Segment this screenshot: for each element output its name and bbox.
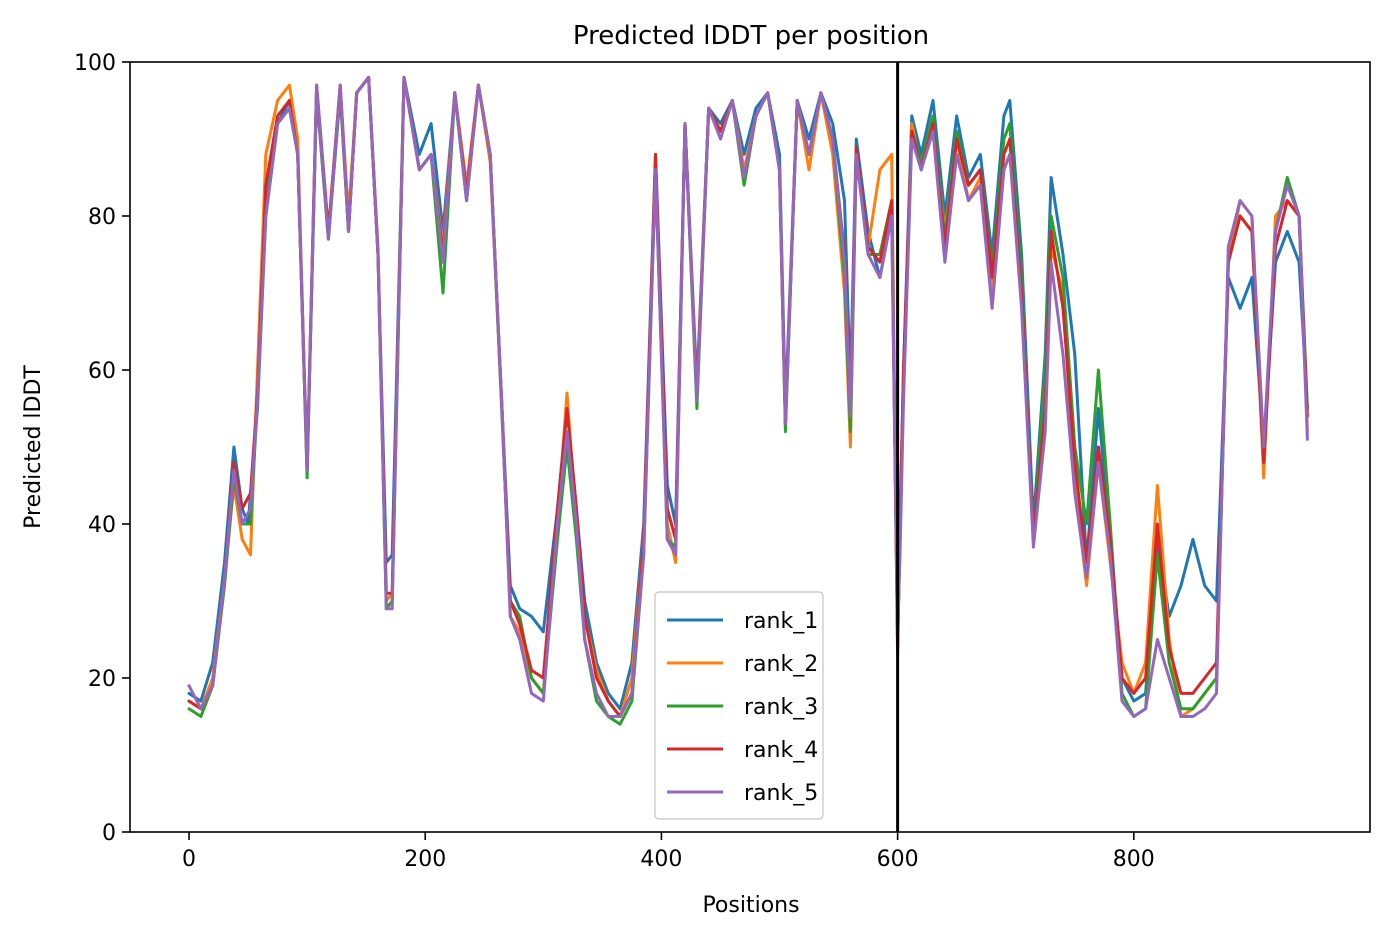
y-tick-label: 0 [102,821,116,846]
chart-title: Predicted lDDT per position [573,21,929,51]
x-tick-label: 200 [404,847,446,872]
x-axis-label: Positions [702,893,799,918]
series-layer [187,75,1309,726]
legend-label-rank-2: rank_2 [744,652,818,677]
x-tick-label: 400 [640,847,682,872]
legend: rank_1 rank_2 rank_3 rank_4 rank_5 [654,591,824,820]
legend-label-rank-3: rank_3 [744,695,818,720]
y-tick-label: 40 [88,513,116,538]
x-tick-label: 0 [182,847,196,872]
plot-area [129,61,1371,833]
y-axis-label: Predicted lDDT [21,365,46,529]
series-line-rank-5 [187,75,1309,718]
legend-label-rank-4: rank_4 [744,738,818,763]
x-tick-label: 800 [1113,847,1155,872]
legend-label-rank-1: rank_1 [744,609,818,634]
legend-label-rank-5: rank_5 [744,781,818,806]
plot-frame [129,61,1371,833]
y-tick-label: 20 [88,667,116,692]
legend-box [654,591,824,820]
y-tick-label: 80 [88,205,116,230]
y-tick-label: 100 [74,51,116,76]
y-axis: 0 20 40 60 80 100 [74,51,130,846]
x-axis: 0 200 400 600 800 [182,832,1155,872]
x-tick-label: 600 [877,847,919,872]
y-tick-label: 60 [88,359,116,384]
